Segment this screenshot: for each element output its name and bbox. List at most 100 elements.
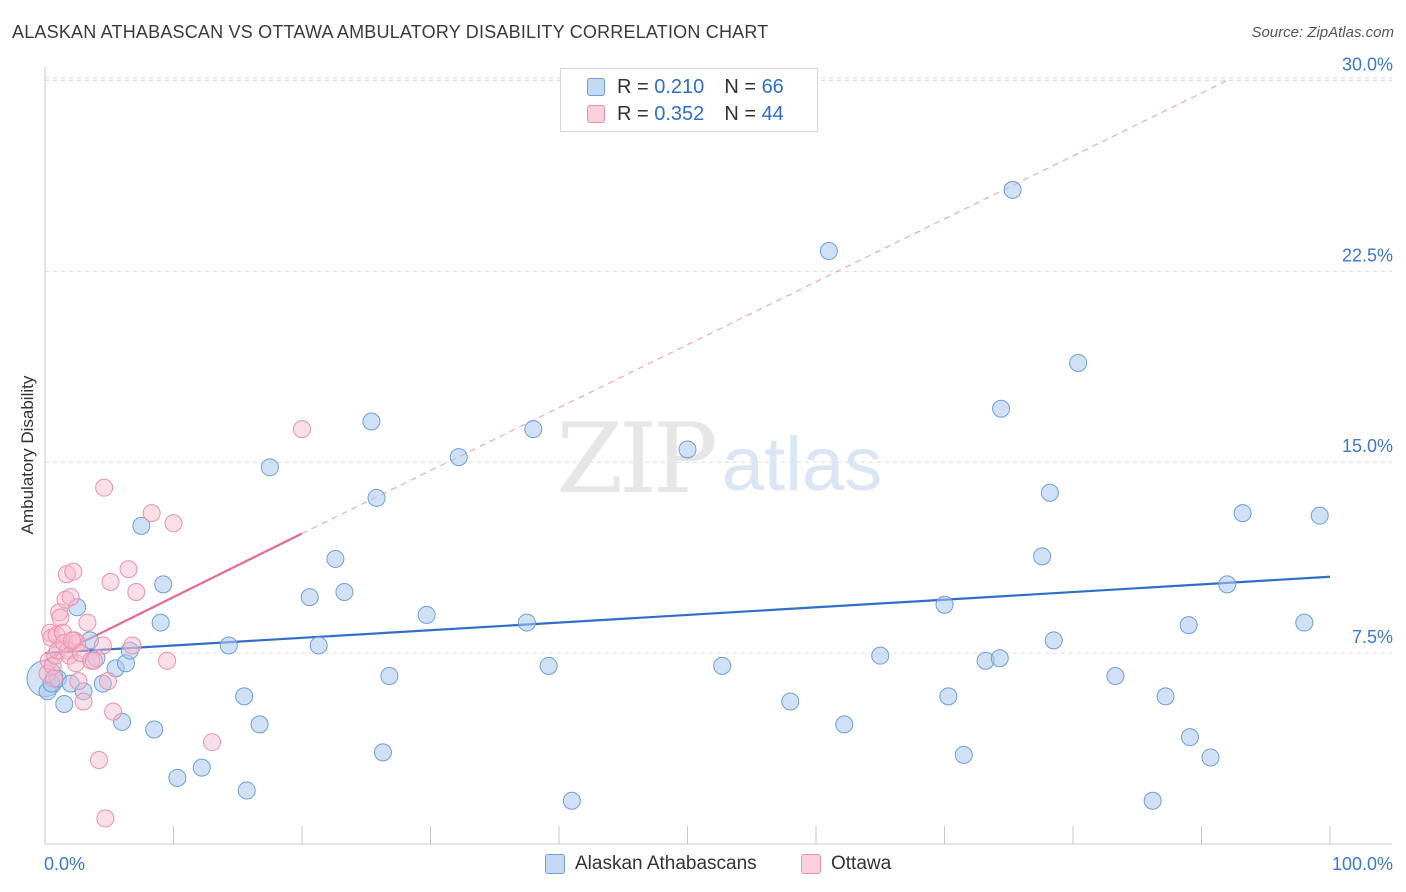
data-point-alaskan [1044,631,1063,650]
data-point-alaskan [1233,504,1252,523]
data-point-alaskan [539,656,558,675]
data-point-alaskan [524,420,543,439]
y-tick-label: 15.0% [1342,436,1393,456]
data-point-ottawa [48,641,67,660]
series-name-alaskan: Alaskan Athabascans [575,853,757,874]
legend-r-label: R = [617,75,649,98]
data-point-alaskan [871,646,890,665]
data-point-alaskan [1069,353,1088,372]
data-point-alaskan [1201,748,1220,767]
data-point-alaskan [309,636,328,655]
legend-r-value: 0.210 [654,75,705,98]
y-tick-label: 7.5% [1352,627,1393,647]
data-points [26,180,1329,828]
series-swatch-pink [801,854,821,874]
data-point-ottawa [203,733,222,752]
data-point-ottawa [142,504,161,523]
series-name-ottawa: Ottawa [831,853,892,874]
data-point-alaskan [939,687,958,706]
data-point-alaskan [1295,613,1314,632]
x-tick-label-max: 100.0% [1332,854,1393,874]
legend-row-alaskan: R = 0.210 N = 66 [587,74,784,100]
data-point-ottawa [84,651,103,670]
data-point-alaskan [120,641,139,660]
data-point-alaskan [250,715,269,734]
data-point-alaskan [93,674,112,693]
data-point-alaskan [154,575,173,594]
data-point-ottawa [89,751,108,770]
data-point-alaskan [219,636,238,655]
legend-swatch-pink [587,105,605,123]
data-point-ottawa [98,672,117,691]
data-point-alaskan [55,695,74,714]
source-label: Source: ZipAtlas.com [1251,24,1394,41]
data-point-alaskan [781,692,800,711]
data-point-ottawa [104,702,123,721]
data-point-ottawa [68,633,87,652]
x-tick-label-min: 0.0% [44,854,85,874]
data-point-alaskan [1143,791,1162,810]
series-swatch-blue [545,854,565,874]
data-point-ottawa [96,809,115,828]
data-point-alaskan [168,768,187,787]
data-point-alaskan [1033,547,1052,566]
data-point-alaskan [1040,483,1059,502]
data-point-alaskan [819,241,838,260]
y-tick-label: 22.5% [1342,245,1393,265]
data-point-alaskan [1218,575,1237,594]
legend-n-value: 44 [761,102,784,125]
data-point-alaskan [380,667,399,686]
data-point-alaskan [678,440,697,459]
correlation-legend: R = 0.210 N = 66 R = 0.352 N = 44 [560,68,818,132]
data-point-alaskan [326,549,345,568]
data-point-alaskan [954,745,973,764]
data-point-ottawa [78,613,97,632]
data-point-alaskan [260,458,279,477]
data-point-alaskan [113,712,132,731]
data-point-ottawa [74,692,93,711]
data-point-alaskan [362,412,381,431]
data-point-alaskan [235,687,254,706]
y-tick-label: 30.0% [1342,54,1393,74]
axes [44,67,1392,845]
trend-line-alaskan [44,575,1331,655]
data-point-alaskan [373,743,392,762]
data-point-alaskan [449,448,468,467]
data-point-alaskan [713,656,732,675]
data-point-alaskan [237,781,256,800]
legend-r-value: 0.352 [654,102,705,125]
data-point-alaskan [1156,687,1175,706]
data-point-ottawa [293,420,311,439]
data-point-alaskan [132,516,151,535]
legend-r-label: R = [617,102,649,125]
data-point-ottawa [127,583,146,602]
data-point-alaskan [562,791,581,810]
watermark-zip: ZIP [556,403,715,515]
data-point-ottawa [64,562,83,581]
series-legend-alaskan: Alaskan Athabascans [545,852,757,876]
grid-lines [45,77,1392,654]
data-point-ottawa [66,654,85,673]
series-legend-ottawa: Ottawa [801,852,891,876]
watermark: ZIP atlas [556,403,882,515]
watermark-atlas: atlas [722,422,883,507]
data-point-ottawa [158,651,177,670]
data-point-ottawa [62,631,81,650]
data-point-ottawa [44,669,63,688]
data-point-ottawa [51,608,70,627]
data-point-alaskan [1106,667,1125,686]
data-point-alaskan [145,720,164,739]
y-axis-label: Ambulatory Disability [18,375,37,535]
data-point-ottawa [95,478,114,497]
legend-swatch-blue [587,78,605,96]
legend-n-label: N = [724,75,756,98]
data-point-ottawa [101,572,120,591]
data-point-alaskan [1310,506,1329,525]
data-point-ottawa [93,636,112,655]
data-point-ottawa [69,672,88,691]
data-point-alaskan [417,605,436,624]
data-point-alaskan [335,583,354,602]
data-point-alaskan [151,613,170,632]
data-point-alaskan [1003,180,1022,199]
